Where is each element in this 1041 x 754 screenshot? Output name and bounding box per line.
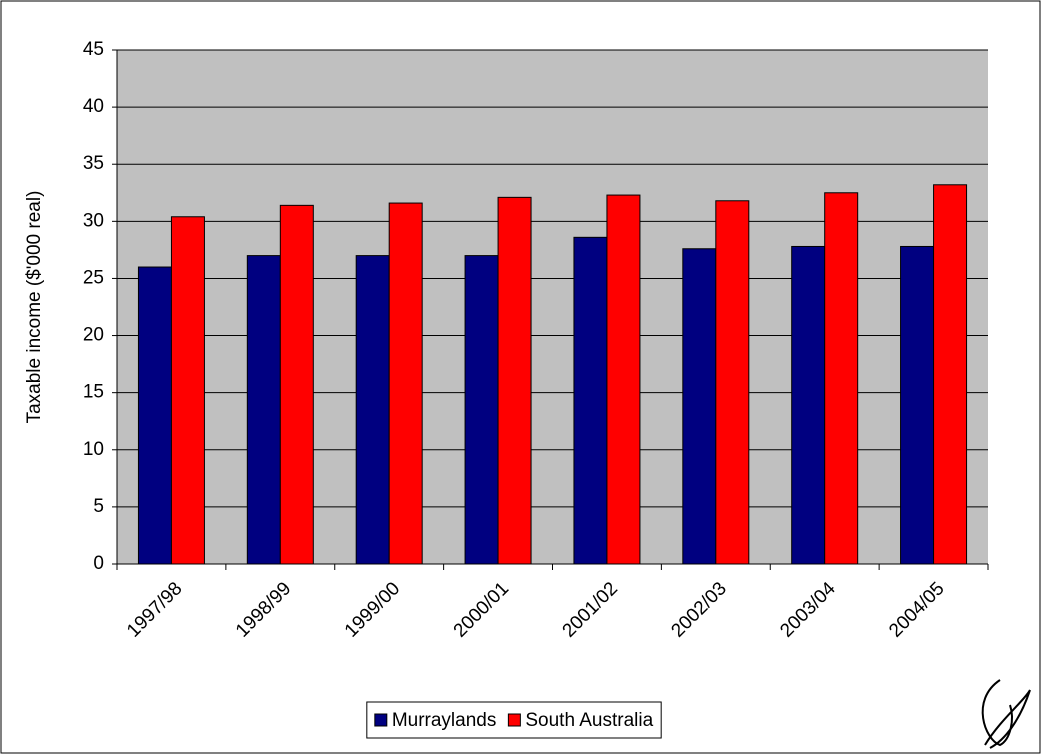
bar — [355, 255, 390, 565]
y-tick-label: 5 — [93, 496, 104, 517]
y-axis-label: Taxable income ($'000 real) — [24, 191, 45, 424]
bar — [246, 255, 281, 565]
y-tick-label: 20 — [83, 325, 104, 346]
bar — [900, 245, 935, 565]
y-tick-label: 30 — [83, 210, 104, 231]
bar — [682, 248, 717, 565]
bar — [464, 255, 499, 565]
y-tick-label: 25 — [83, 267, 104, 288]
y-tick-label: 15 — [83, 382, 104, 403]
legend — [366, 701, 662, 739]
legend-swatch — [507, 713, 521, 727]
bar — [388, 202, 423, 565]
logo — [981, 679, 1031, 749]
logo-stroke — [984, 689, 1031, 749]
bar — [791, 245, 826, 565]
y-tick-label: 0 — [93, 553, 104, 574]
bar — [279, 204, 314, 565]
bar — [715, 200, 750, 565]
logo-stroke — [981, 679, 1013, 747]
bar — [933, 184, 968, 565]
legend-label: Murraylands — [392, 710, 497, 731]
y-tick-label: 10 — [83, 439, 104, 460]
bar — [606, 194, 641, 565]
bar — [573, 236, 608, 565]
legend-swatch — [374, 713, 388, 727]
bar — [497, 196, 532, 565]
y-tick-label: 40 — [83, 96, 104, 117]
legend-label: South Australia — [525, 710, 653, 731]
bar — [824, 192, 859, 565]
y-tick-label: 45 — [83, 39, 104, 60]
bar — [137, 266, 172, 565]
bar — [170, 216, 205, 565]
y-tick-label: 35 — [83, 153, 104, 174]
